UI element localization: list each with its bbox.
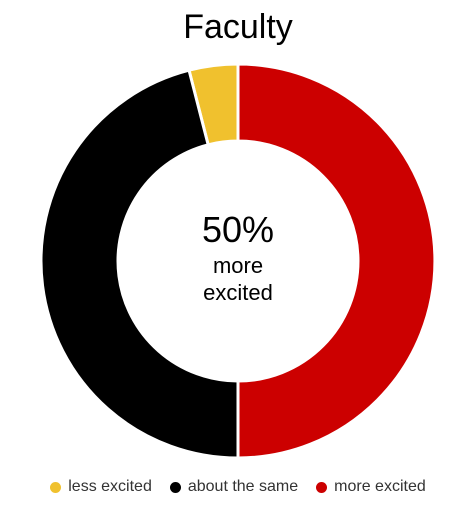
legend-marker [316, 481, 328, 493]
legend-item: more excited [316, 478, 426, 496]
legend-marker [50, 481, 62, 493]
chart-title: Faculty [183, 8, 293, 46]
center-label: 50% more excited [178, 208, 298, 306]
legend-label: less excited [68, 478, 152, 495]
legend-marker [169, 481, 181, 493]
center-category: more excited [203, 253, 273, 305]
legend-item: about the same [169, 478, 299, 496]
legend: less excited about the same more excited [0, 478, 476, 496]
center-value: 50% [201, 209, 275, 250]
donut-segment [39, 68, 240, 460]
legend-label: about the same [187, 478, 299, 495]
donut-segment [236, 62, 437, 460]
legend-item: less excited [50, 478, 152, 496]
legend-label: more excited [334, 478, 426, 495]
